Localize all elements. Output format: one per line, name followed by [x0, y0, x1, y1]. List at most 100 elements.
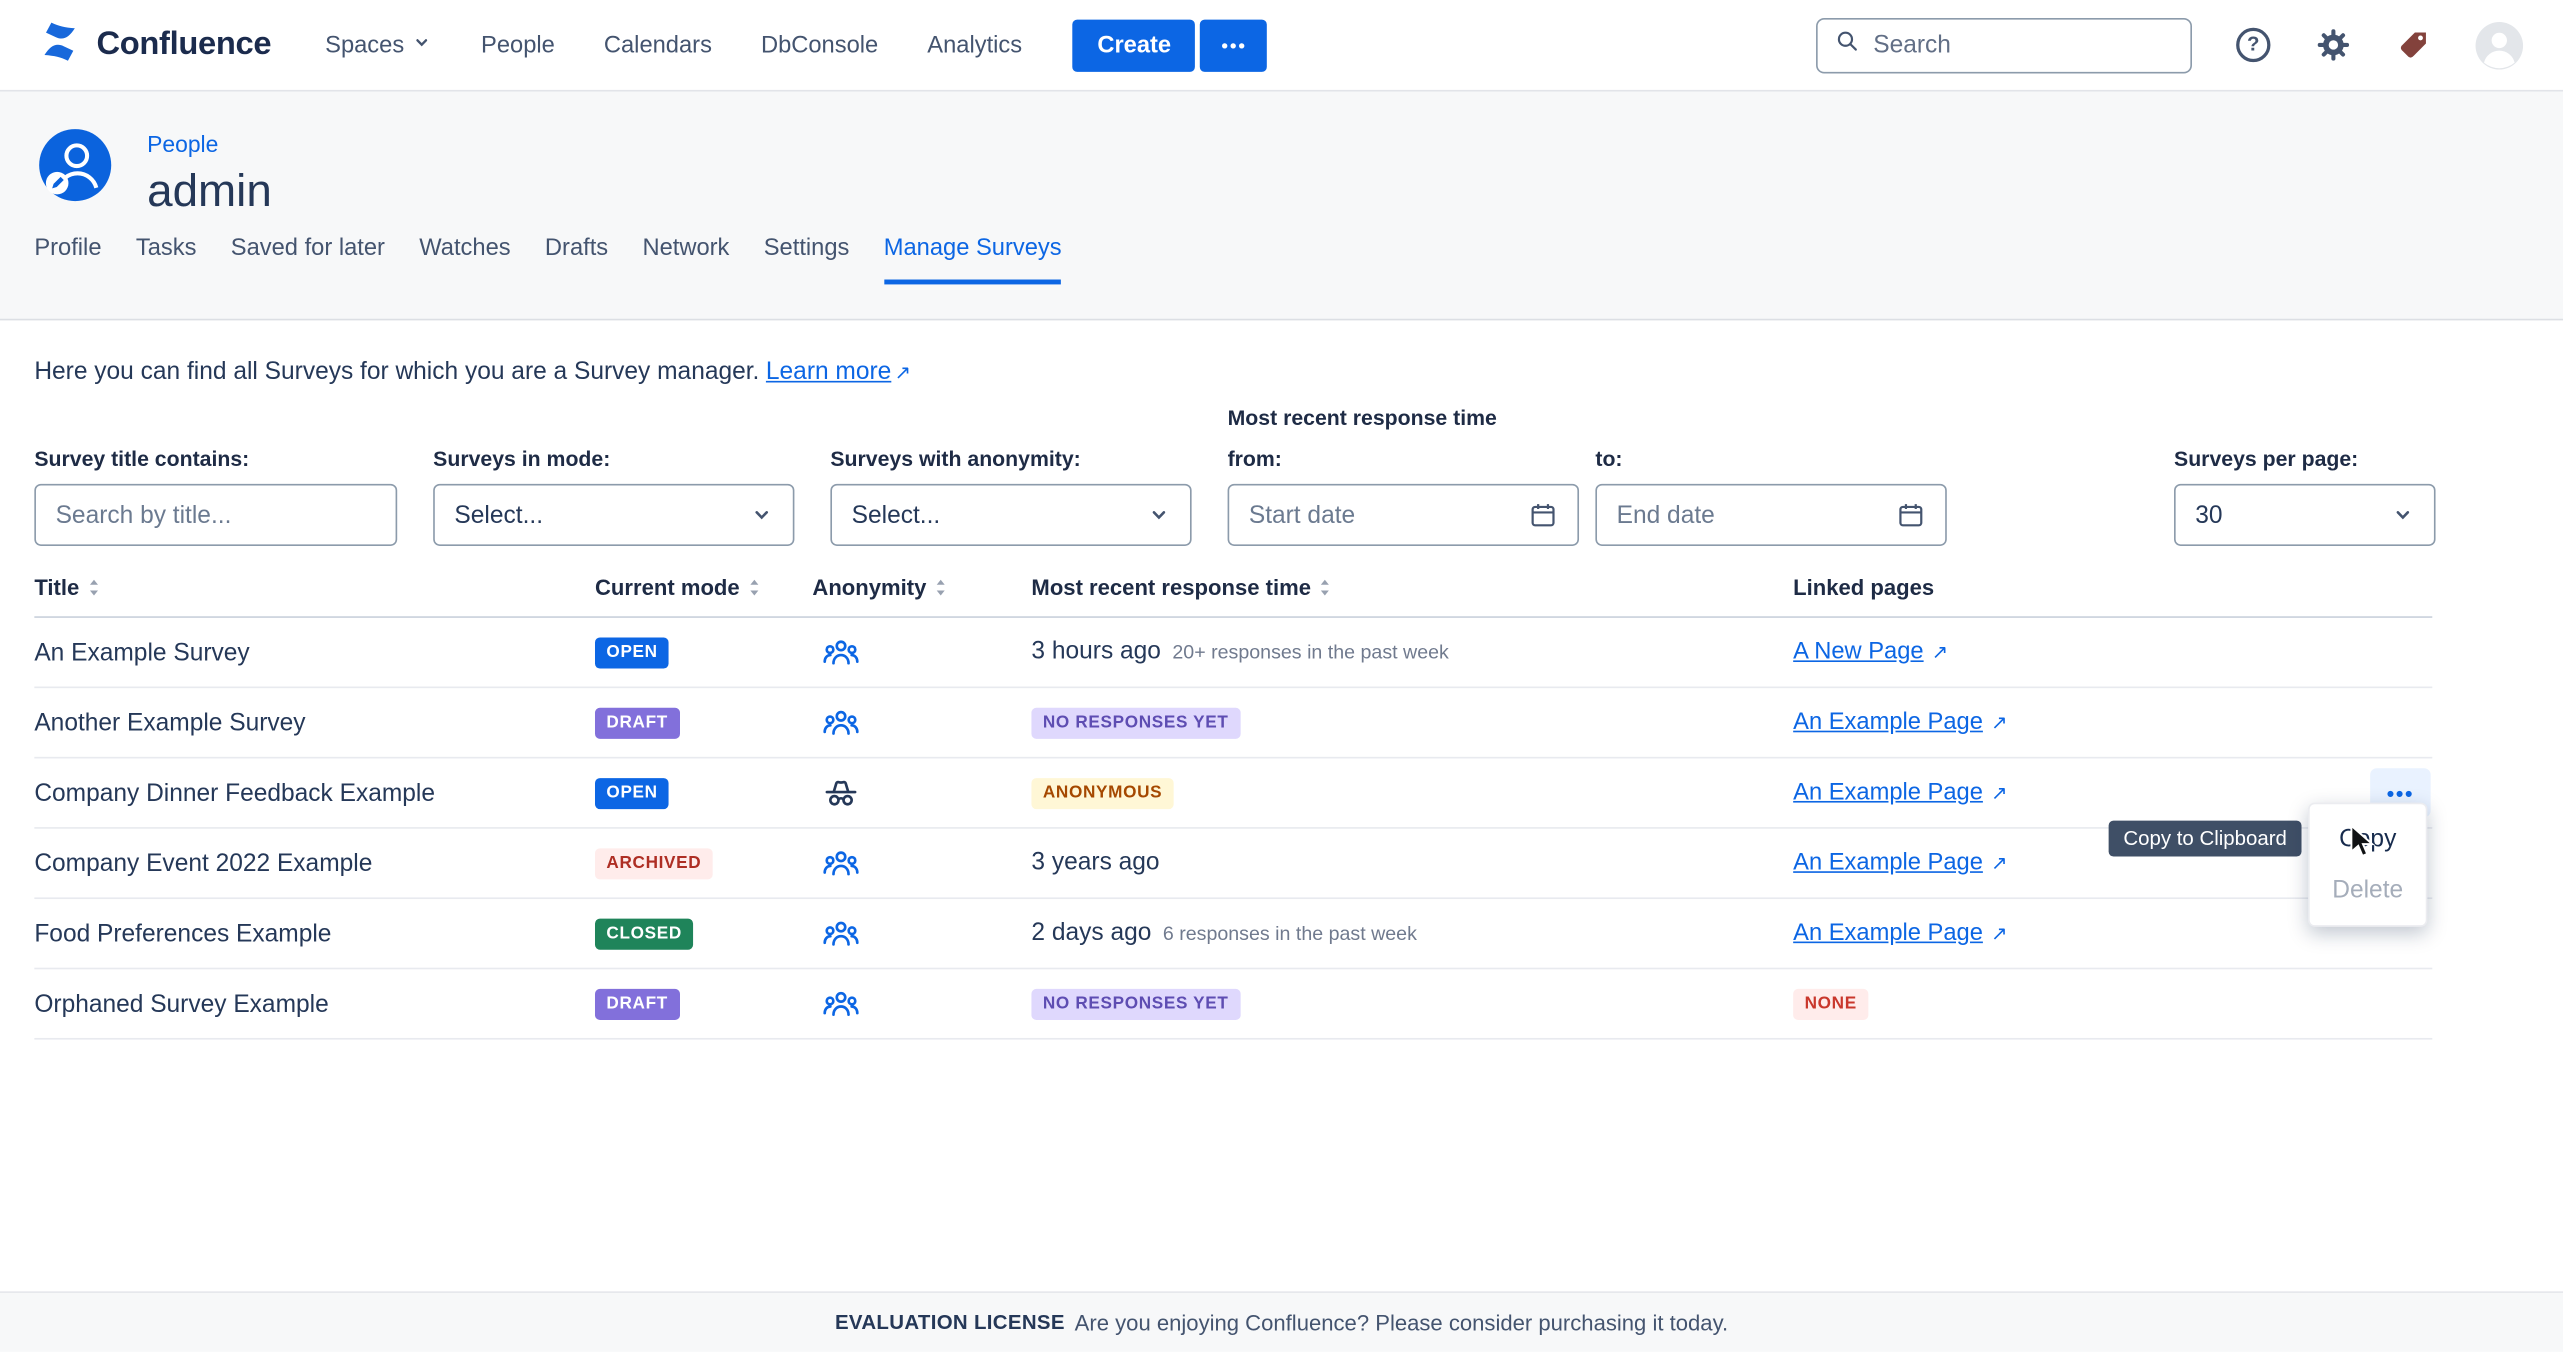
- linked-page-link[interactable]: An Example Page ↗: [1793, 779, 2008, 806]
- search-icon: [1834, 28, 1860, 62]
- external-link-icon: ↗: [1991, 711, 2008, 734]
- column-header-current-mode[interactable]: Current mode: [595, 575, 812, 600]
- external-link-icon: ↗: [1991, 781, 2008, 805]
- title-filter-label: Survey title contains:: [34, 446, 250, 471]
- external-link-icon: ↗: [1931, 640, 1949, 664]
- nav-item-calendars[interactable]: Calendars: [603, 31, 712, 59]
- profile-tabs: Profile Tasks Saved for later Watches Dr…: [34, 235, 2563, 285]
- search-input[interactable]: [1873, 31, 2175, 59]
- help-icon[interactable]: ?: [2236, 27, 2271, 63]
- external-link-icon: ↗: [1991, 921, 2008, 945]
- mode-filter-label: Surveys in mode:: [433, 446, 611, 471]
- end-date-field[interactable]: [1595, 483, 1947, 546]
- learn-more-link[interactable]: Learn more ↗: [766, 358, 911, 386]
- license-message: Are you enjoying Confluence? Please cons…: [1074, 1310, 1729, 1335]
- tab-settings[interactable]: Settings: [763, 235, 850, 262]
- title-filter-field[interactable]: [34, 483, 398, 546]
- user-avatar[interactable]: [2475, 20, 2524, 69]
- table-row: Company Event 2022 Example ARCHIVED 3 ye…: [34, 829, 2433, 900]
- global-search[interactable]: [1816, 17, 2192, 73]
- chevron-down-icon: [1147, 503, 1170, 526]
- mode-filter-select[interactable]: Select...: [433, 483, 795, 546]
- calendar-icon[interactable]: [1896, 500, 1925, 529]
- group-anonymity-icon: [812, 704, 1031, 742]
- context-menu: Copy Delete: [2308, 802, 2428, 927]
- tab-watches[interactable]: Watches: [419, 235, 511, 262]
- menu-item-copy[interactable]: Copy: [2339, 825, 2397, 854]
- per-page-select[interactable]: 30: [2174, 483, 2436, 546]
- response-badge: ANONYMOUS: [1031, 777, 1174, 810]
- menu-item-delete: Delete: [2332, 876, 2404, 904]
- tab-profile[interactable]: Profile: [34, 235, 102, 262]
- survey-title: Another Example Survey: [34, 708, 306, 737]
- nav-more-button[interactable]: •••: [1200, 18, 1268, 72]
- tab-network[interactable]: Network: [642, 235, 730, 262]
- tab-tasks[interactable]: Tasks: [135, 235, 197, 262]
- table-row: Orphaned Survey Example DRAFT NO RESPONS…: [34, 969, 2433, 1040]
- start-date-input[interactable]: [1248, 501, 1516, 529]
- mode-badge: OPEN: [594, 777, 670, 810]
- group-anonymity-icon: [812, 915, 1031, 953]
- column-header-anonymity[interactable]: Anonymity: [812, 575, 1031, 600]
- anonymity-filter-label: Surveys with anonymity:: [830, 446, 1081, 471]
- survey-title: Orphaned Survey Example: [34, 989, 329, 1018]
- mode-badge: DRAFT: [594, 707, 680, 739]
- nav-item-dbconsole[interactable]: DbConsole: [760, 31, 879, 59]
- sort-icon: [89, 579, 98, 596]
- sort-icon: [1320, 579, 1329, 596]
- start-date-field[interactable]: [1227, 483, 1580, 546]
- breadcrumb-people-link[interactable]: People: [147, 130, 219, 157]
- column-header-linked-pages: Linked pages: [1793, 575, 1935, 600]
- survey-title: Company Event 2022 Example: [34, 849, 373, 877]
- column-header-response-time[interactable]: Most recent response time: [1031, 575, 1793, 600]
- table-row: Another Example Survey DRAFT NO RESPONSE…: [34, 688, 2433, 759]
- linked-none-badge: NONE: [1793, 988, 1869, 1021]
- nav-item-people[interactable]: People: [481, 31, 555, 59]
- top-navigation-bar: Confluence Spaces People Calendars DbCon…: [0, 0, 2563, 92]
- incognito-anonymity-icon: [812, 774, 1031, 812]
- tab-manage-surveys[interactable]: Manage Surveys: [883, 235, 1062, 285]
- linked-page-link[interactable]: A New Page ↗: [1793, 639, 1949, 666]
- nav-menu: Spaces People Calendars DbConsole Analyt…: [325, 32, 1022, 58]
- anonymity-filter-select[interactable]: Select...: [830, 483, 1192, 546]
- tab-drafts[interactable]: Drafts: [544, 235, 609, 262]
- confluence-logo-icon: [38, 19, 82, 71]
- nav-item-spaces[interactable]: Spaces: [325, 32, 432, 58]
- tag-icon[interactable]: [2396, 28, 2430, 62]
- confluence-home-link[interactable]: Confluence: [38, 19, 272, 71]
- group-anonymity-icon: [812, 844, 1031, 882]
- mode-badge: OPEN: [594, 637, 670, 669]
- nav-right-cluster: ?: [1816, 17, 2524, 73]
- linked-page-link[interactable]: An Example Page ↗: [1793, 849, 2008, 877]
- response-time: 3 hours ago: [1031, 637, 1161, 666]
- title-filter-input[interactable]: [55, 501, 376, 529]
- end-date-input[interactable]: [1616, 501, 1884, 529]
- surveys-table: Title Current mode Anonymity Most recent…: [34, 569, 2433, 1040]
- linked-page-link[interactable]: An Example Page ↗: [1793, 709, 2008, 736]
- group-anonymity-icon: [812, 633, 1031, 671]
- response-time: 2 days ago: [1031, 918, 1152, 947]
- profile-avatar[interactable]: [38, 127, 113, 210]
- profile-header: People admin Profile Tasks Saved for lat…: [0, 91, 2563, 321]
- survey-filters: Survey title contains: Surveys in mode: …: [34, 405, 2436, 546]
- survey-title: An Example Survey: [34, 638, 250, 667]
- response-note: 20+ responses in the past week: [1172, 640, 1449, 664]
- create-button[interactable]: Create: [1072, 18, 1196, 72]
- table-header-row: Title Current mode Anonymity Most recent…: [34, 569, 2433, 618]
- response-note: 6 responses in the past week: [1162, 921, 1417, 945]
- settings-gear-icon[interactable]: [2315, 26, 2353, 64]
- response-time: 3 years ago: [1031, 848, 1160, 877]
- tab-saved-for-later[interactable]: Saved for later: [230, 235, 385, 262]
- to-label: to:: [1595, 446, 1623, 471]
- column-header-title[interactable]: Title: [34, 575, 595, 600]
- from-label: from:: [1227, 446, 1282, 471]
- response-badge: NO RESPONSES YET: [1031, 988, 1240, 1021]
- response-badge: NO RESPONSES YET: [1031, 707, 1240, 739]
- external-link-icon: ↗: [894, 361, 912, 385]
- linked-page-link[interactable]: An Example Page ↗: [1793, 920, 2008, 947]
- sort-icon: [936, 579, 945, 596]
- calendar-icon[interactable]: [1528, 500, 1557, 529]
- table-row: An Example Survey OPEN 3 hours ago 20+ re…: [34, 618, 2433, 689]
- nav-item-analytics[interactable]: Analytics: [927, 31, 1023, 59]
